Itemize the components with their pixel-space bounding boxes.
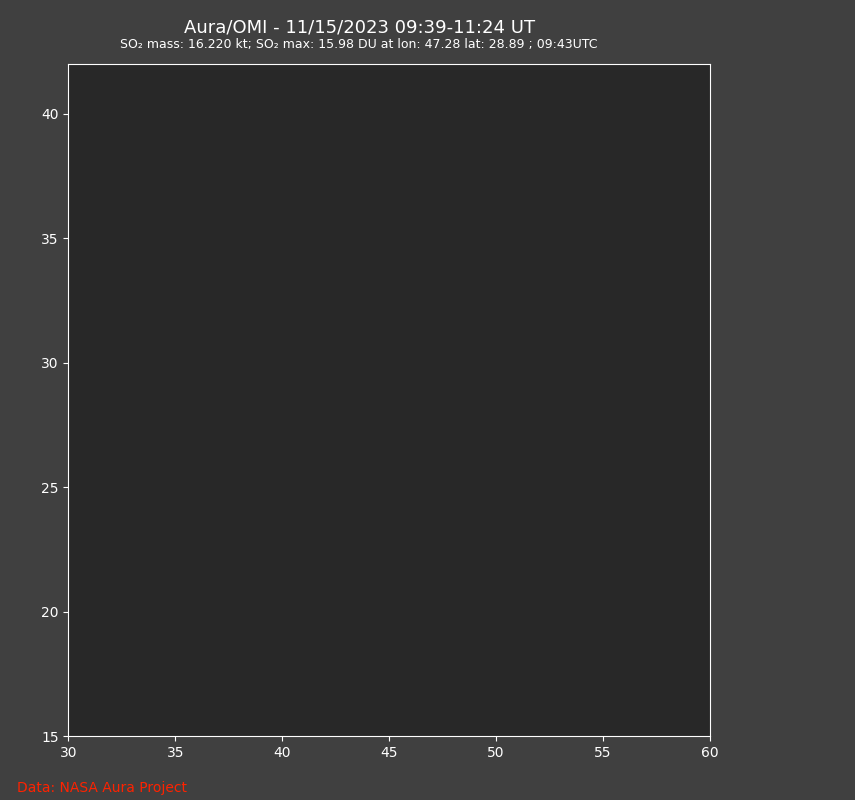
Text: Data: NASA Aura Project: Data: NASA Aura Project [17, 781, 187, 795]
Text: Aura/OMI - 11/15/2023 09:39-11:24 UT: Aura/OMI - 11/15/2023 09:39-11:24 UT [184, 18, 534, 36]
Text: SO₂ mass: 16.220 kt; SO₂ max: 15.98 DU at lon: 47.28 lat: 28.89 ; 09:43UTC: SO₂ mass: 16.220 kt; SO₂ max: 15.98 DU a… [121, 38, 598, 51]
